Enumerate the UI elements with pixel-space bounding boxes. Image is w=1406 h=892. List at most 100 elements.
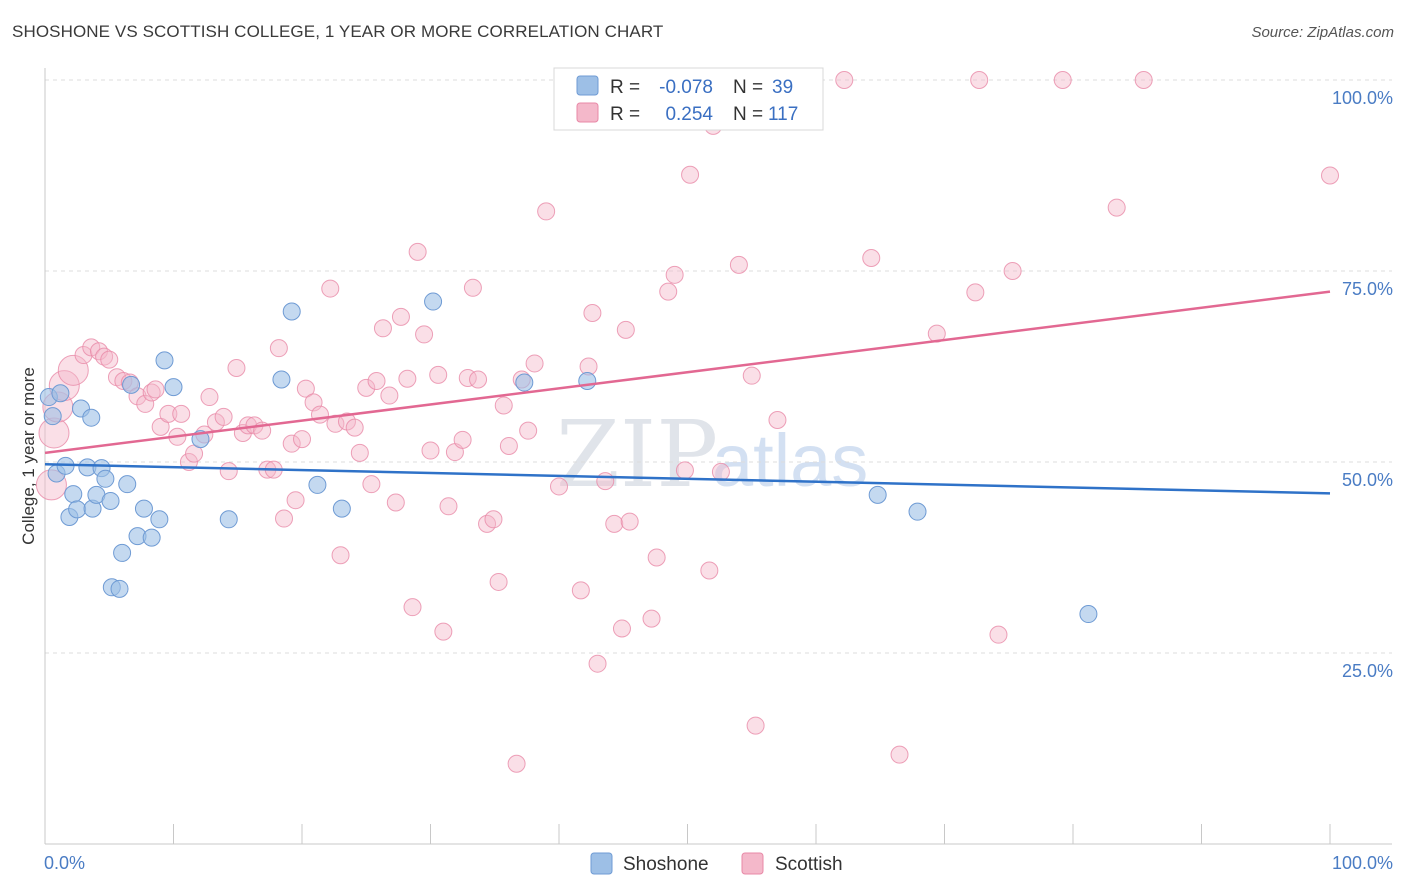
scottish-point-45 — [331, 546, 350, 565]
gridlines — [45, 79, 1392, 654]
scottish-point-9 — [100, 350, 119, 369]
scottish-point-54 — [386, 493, 405, 512]
x-axis-ticks — [44, 824, 1331, 844]
scottish-point-71 — [489, 572, 508, 591]
shoshone-point-20 — [122, 375, 141, 394]
scottish-point-86 — [605, 514, 624, 533]
scottish-point-68 — [469, 370, 488, 389]
y-tick-label-25: 25.0% — [1342, 661, 1393, 681]
scottish-point-26 — [214, 407, 233, 426]
scottish-point-56 — [398, 369, 417, 388]
scottish-point-88 — [616, 320, 635, 339]
scottish-point-47 — [345, 418, 364, 437]
scottish-point-98 — [711, 462, 730, 481]
scottish-point-105 — [835, 71, 854, 89]
chart-title: SHOSHONE VS SCOTTISH COLLEGE, 1 YEAR OR … — [12, 22, 664, 41]
shoshone-point-37 — [908, 502, 927, 521]
scottish-point-62 — [434, 622, 453, 641]
scottish-point-36 — [275, 509, 294, 528]
scottish-point-65 — [453, 430, 472, 449]
scottish-point-85 — [596, 472, 615, 491]
scottish-point-60 — [421, 441, 440, 460]
shoshone-point-15 — [101, 491, 120, 510]
watermark-atlas: atlas — [712, 419, 868, 502]
scottish-point-93 — [665, 265, 684, 284]
scottish-point-51 — [367, 372, 386, 391]
scottish-point-57 — [403, 598, 422, 617]
shoshone-point-3 — [51, 384, 70, 403]
bottom-legend-label-scottish: Scottish — [775, 854, 843, 875]
scottish-point-61 — [429, 365, 448, 384]
scottish-point-27 — [219, 462, 238, 481]
scottish-point-115 — [1134, 71, 1153, 89]
legend-r-value-shoshone: -0.078 — [659, 77, 713, 98]
legend-swatch-shoshone — [576, 75, 599, 96]
scottish-point-84 — [588, 654, 607, 673]
shoshone-point-25 — [155, 351, 174, 370]
legend-swatch-scottish — [576, 102, 599, 123]
scottish-point-16 — [146, 380, 165, 399]
scottish-point-102 — [768, 410, 787, 429]
shoshone-point-6 — [64, 485, 83, 504]
shoshone-trend-line — [44, 463, 1331, 495]
scottish-point-39 — [293, 430, 311, 449]
shoshone-point-26 — [164, 378, 183, 397]
shoshone-point-30 — [282, 302, 301, 321]
scottish-trend-line — [44, 290, 1331, 455]
scottish-point-49 — [357, 378, 376, 397]
scottish-point-96 — [700, 561, 719, 580]
legend-n-value-shoshone: 39 — [772, 77, 793, 98]
legend-frame — [553, 67, 824, 131]
scottish-point-40 — [296, 379, 315, 398]
shoshone-point-19 — [118, 475, 137, 494]
shoshone-point-17 — [110, 579, 129, 598]
scottish-point-116 — [1321, 166, 1339, 185]
legend-n-label-shoshone: N = — [733, 77, 763, 98]
scottish-point-101 — [746, 716, 765, 735]
scottish-point-42 — [310, 405, 329, 424]
scottish-point-74 — [507, 754, 526, 773]
scottish-point-63 — [439, 497, 458, 516]
bottom-legend-label-shoshone: Shoshone — [623, 854, 709, 875]
scottish-point-94 — [675, 461, 694, 480]
scottish-point-114 — [1107, 198, 1126, 217]
scottish-point-20 — [172, 404, 191, 423]
scottish-point-111 — [989, 625, 1008, 644]
shoshone-point-18 — [113, 543, 132, 562]
scottish-point-55 — [391, 307, 410, 326]
scottish-point-38 — [286, 491, 305, 510]
bottom-legend-swatch-shoshone — [590, 852, 613, 875]
scottish-point-76 — [519, 421, 538, 440]
legend-r-label-shoshone: R = — [610, 77, 640, 98]
scottish-point-99 — [729, 255, 748, 274]
scottish-point-95 — [681, 165, 700, 184]
scottish-point-43 — [321, 279, 340, 298]
y-tick-label-75: 75.0% — [1342, 279, 1393, 299]
shoshone-point-29 — [272, 370, 291, 389]
shoshone-point-33 — [424, 292, 443, 311]
scottish-point-8 — [95, 347, 114, 366]
legend-n-value-scottish: 117 — [768, 104, 798, 125]
scottish-point-77 — [525, 354, 544, 373]
shoshone-point-23 — [142, 528, 161, 547]
legend-n-label-scottish: N = — [733, 104, 763, 125]
shoshone-point-1 — [43, 407, 62, 426]
scottish-point-89 — [620, 512, 639, 531]
scottish-point-53 — [380, 386, 399, 405]
legend-r-label-scottish: R = — [610, 104, 640, 125]
scottish-point-35 — [269, 339, 288, 358]
scottish-point-24 — [200, 388, 219, 407]
scottish-point-83 — [583, 304, 602, 323]
source-label: Source: ZipAtlas.com — [1251, 24, 1394, 41]
shoshone-point-35 — [578, 372, 597, 391]
scottish-point-67 — [463, 278, 482, 297]
scottish-point-18 — [159, 404, 178, 423]
shoshone-point-34 — [515, 373, 534, 392]
scottish-point-73 — [499, 436, 518, 455]
bottom-legend-swatch-scottish — [741, 852, 764, 875]
scottish-point-106 — [862, 249, 881, 268]
scottish-point-72 — [494, 396, 513, 415]
scottish-point-91 — [647, 548, 666, 567]
bottom-legend: Shoshone Scottish — [590, 852, 843, 875]
shoshone-point-14 — [96, 469, 115, 488]
